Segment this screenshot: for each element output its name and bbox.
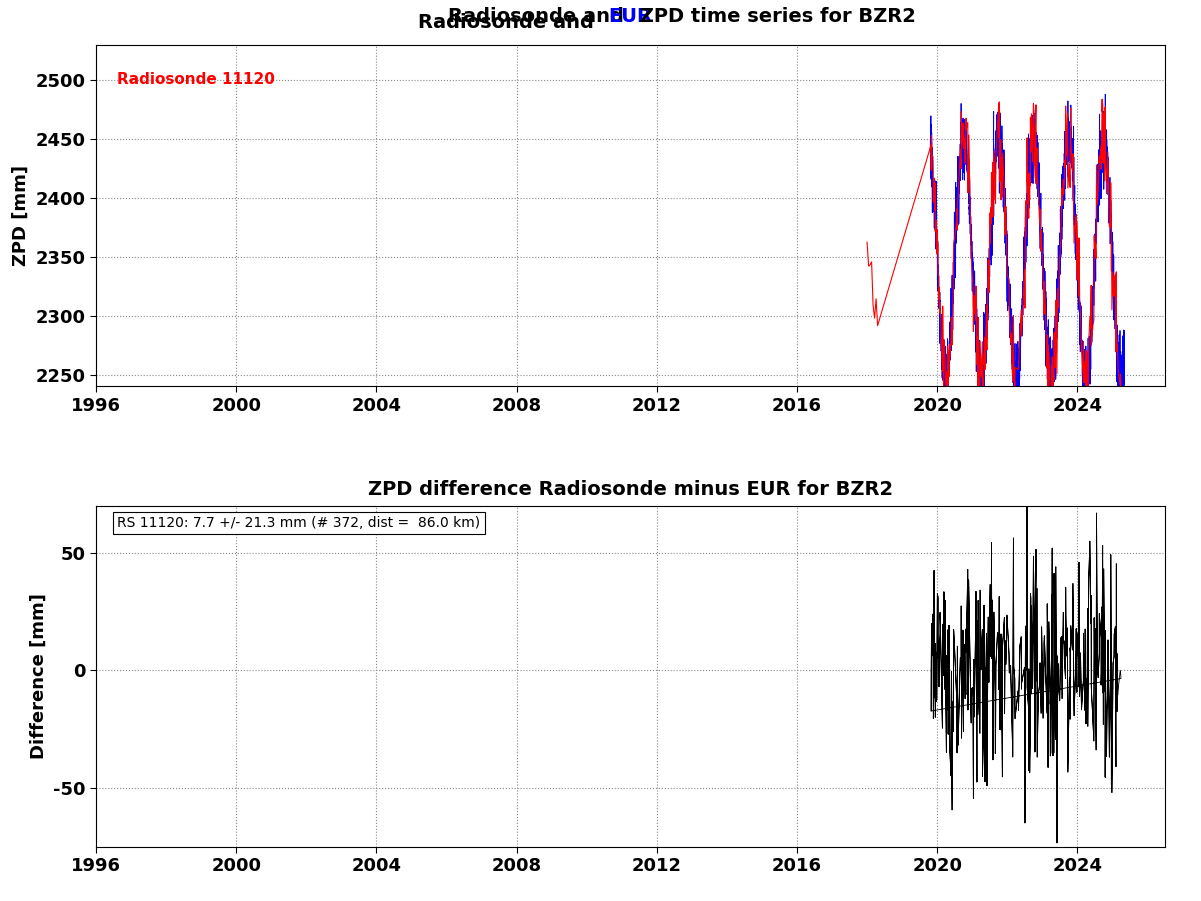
Text: Radiosonde 11120: Radiosonde 11120 [118,72,275,87]
Title: ZPD difference Radiosonde minus EUR for BZR2: ZPD difference Radiosonde minus EUR for … [368,479,894,498]
Text: Radiosonde and: Radiosonde and [448,7,631,26]
Y-axis label: ZPD [mm]: ZPD [mm] [12,165,30,266]
Text: Radiosonde and: Radiosonde and [418,13,600,32]
Y-axis label: Difference [mm]: Difference [mm] [30,594,48,760]
Text: RS 11120: 7.7 +/- 21.3 mm (# 372, dist =  86.0 km): RS 11120: 7.7 +/- 21.3 mm (# 372, dist =… [118,516,480,530]
Text: ZPD time series for BZR2: ZPD time series for BZR2 [633,7,915,26]
Text: EUR: EUR [609,7,652,26]
